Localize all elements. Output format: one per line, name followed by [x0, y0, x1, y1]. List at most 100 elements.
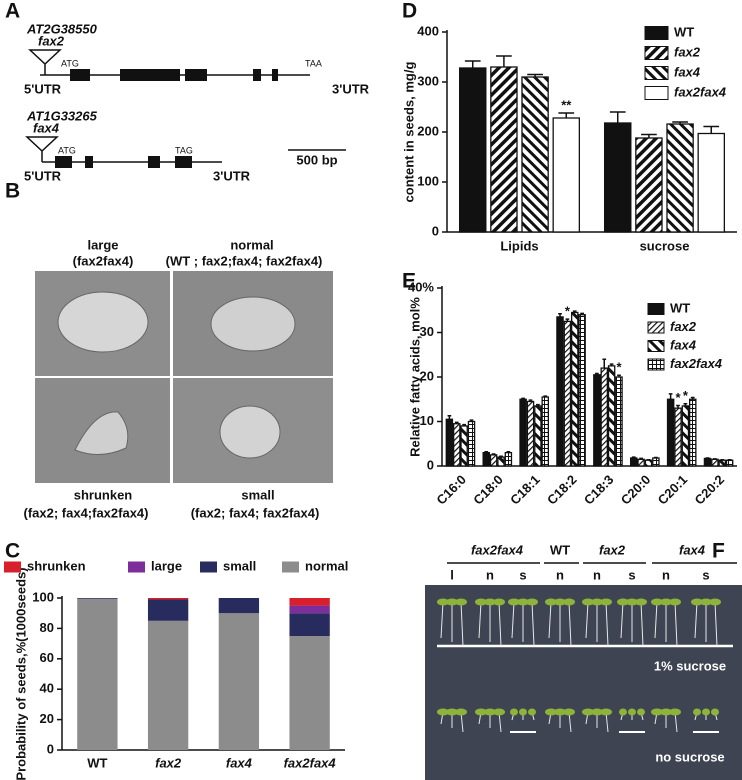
error-bar — [631, 456, 636, 458]
y-tick-label: 100 — [32, 589, 54, 604]
bar-segment — [147, 598, 189, 600]
cotyledon — [669, 708, 681, 716]
seed-class: shrunken — [74, 487, 133, 502]
cotyledon — [600, 708, 612, 716]
error-bar — [676, 404, 680, 409]
bar — [681, 405, 690, 467]
seed-genotypes: (fax2fax4) — [73, 253, 134, 268]
cotyledon — [702, 708, 710, 716]
cotyledon — [582, 708, 594, 716]
error-bar — [595, 372, 599, 375]
gene-diagram: AT2G38550 fax2 ATG TAA 5'UTR 3'UTR AT1G3… — [24, 21, 370, 183]
error-bar — [609, 111, 626, 123]
seedling-photo: fax2fax4 WT fax2 fax4 1% sucrose no sucr… — [425, 542, 742, 780]
cotyledon — [691, 598, 703, 606]
legend-swatch — [647, 340, 665, 352]
bar — [666, 398, 675, 467]
bar — [603, 122, 632, 233]
y-axis-label: Relative fatty acids, mol% — [407, 297, 422, 457]
y-tick-label: 20 — [40, 711, 54, 726]
error-bar — [462, 423, 466, 426]
cotyledon — [437, 598, 449, 606]
seed — [74, 411, 129, 455]
legend-swatch — [128, 561, 145, 573]
annotation: * — [675, 390, 681, 405]
error-bar — [536, 403, 540, 406]
x-tick-label: fax2fax4 — [284, 755, 337, 770]
error-bar — [580, 312, 584, 315]
bar-segment — [218, 598, 260, 614]
cotyledon — [651, 598, 663, 606]
x-tick-label: C18:3 — [581, 472, 617, 508]
bar — [504, 451, 513, 467]
y-tick-label: 0 — [432, 223, 439, 238]
root — [478, 601, 482, 639]
panel-label: F — [712, 540, 725, 563]
x-tick-label: fax2 — [155, 755, 182, 770]
bar-segment — [289, 605, 330, 614]
y-tick-label: 40% — [408, 279, 434, 294]
cotyledon — [446, 708, 458, 716]
bar — [571, 311, 579, 467]
bar-segment — [77, 598, 118, 750]
error-bar — [617, 374, 621, 377]
seed-images: large (fax2fax4) normal (WT ; fax2;fax4;… — [23, 237, 333, 520]
error-bar — [672, 121, 688, 124]
x-tick-label: fax4 — [226, 755, 253, 770]
photo-background — [425, 585, 742, 780]
y-tick-label: 80 — [40, 620, 54, 635]
legend-swatch — [644, 26, 669, 40]
error-bar — [558, 313, 562, 317]
error-bar — [496, 55, 512, 67]
error-bar — [528, 399, 533, 402]
bar-segment — [289, 636, 330, 750]
panel-label: C — [5, 540, 20, 563]
cotyledon — [517, 598, 529, 606]
error-bar — [558, 112, 575, 118]
locus: AT2G38550 — [26, 21, 98, 36]
bar — [521, 76, 549, 233]
panel-label: B — [5, 180, 20, 203]
x-tick-label: sucrose — [640, 238, 690, 253]
bar — [725, 459, 734, 467]
utr5: 5'UTR — [24, 81, 62, 96]
bar — [666, 123, 694, 233]
bar — [534, 405, 542, 467]
cotyledon — [711, 708, 719, 716]
root — [585, 601, 589, 639]
error-bar — [609, 363, 614, 366]
start-codon: ATG — [58, 145, 76, 155]
error-bar — [464, 60, 481, 68]
genotype-group: fax4 — [679, 542, 706, 557]
y-tick-label: 40 — [40, 681, 54, 696]
column-label: s — [702, 567, 709, 582]
scale-bar-label: 500 bp — [296, 152, 337, 167]
cotyledon — [510, 708, 518, 716]
bar — [697, 132, 726, 233]
cotyledon — [526, 598, 538, 606]
bar — [718, 459, 726, 467]
x-tick-label: C18:0 — [470, 472, 506, 508]
column-label: s — [628, 567, 635, 582]
root — [548, 601, 552, 639]
bar — [637, 458, 645, 467]
bar — [711, 458, 719, 467]
bar — [563, 320, 572, 467]
legend-swatch — [282, 561, 299, 573]
y-tick-label: 0 — [427, 457, 434, 472]
bar — [453, 423, 461, 467]
x-tick-label: C18:2 — [544, 472, 580, 508]
legend-label: shrunken — [27, 558, 86, 573]
root — [605, 601, 609, 647]
error-bar — [506, 451, 511, 453]
error-bar — [491, 453, 496, 455]
genotype-group: fax2fax4 — [471, 542, 524, 557]
error-bar — [572, 310, 577, 313]
seed-class: normal — [230, 237, 273, 252]
x-tick-label: C16:0 — [433, 472, 469, 508]
bar — [600, 367, 608, 467]
error-bar — [703, 125, 720, 134]
genotype-group: fax2 — [599, 542, 626, 557]
bar — [445, 418, 454, 467]
